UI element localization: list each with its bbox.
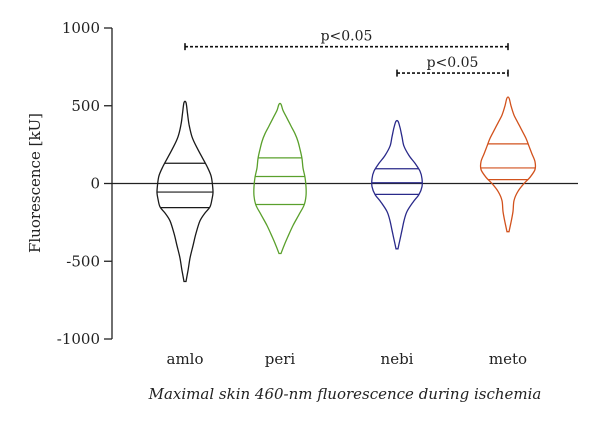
violin-meto: [479, 96, 537, 233]
significance-label: p<0.05: [427, 55, 479, 71]
violin-outline-peri: [253, 102, 307, 255]
y-tick-label: 1000: [62, 19, 100, 37]
violin-amlo: [156, 100, 214, 283]
y-tick-label: -1000: [57, 330, 100, 348]
violin-layer: [156, 96, 537, 283]
y-tick-label: -500: [66, 252, 100, 270]
x-category-label: amlo: [167, 350, 204, 368]
annotation-layer: p<0.05 p<0.05: [184, 29, 509, 77]
x-category-label: meto: [489, 350, 527, 368]
violin-peri: [253, 102, 307, 255]
x-category-label: peri: [265, 350, 296, 368]
significance-bracket: p<0.05: [184, 29, 509, 51]
significance-bracket: p<0.05: [396, 55, 509, 77]
x-category-label: nebi: [381, 350, 414, 368]
y-tick-label: 500: [71, 97, 100, 115]
x-axis-label: Maximal skin 460-nm fluorescence during …: [148, 385, 542, 403]
violin-outline-amlo: [156, 100, 214, 283]
significance-label: p<0.05: [321, 29, 373, 45]
violin-outline-meto: [479, 96, 537, 233]
y-tick-label: 0: [90, 175, 100, 193]
violin-nebi: [371, 119, 423, 250]
y-axis-label: Fluorescence [kU]: [26, 113, 44, 253]
axis-layer: 1000 500 0 -500 -1000 amlo peri nebi meto: [57, 19, 578, 368]
violin-outline-nebi: [371, 119, 423, 250]
